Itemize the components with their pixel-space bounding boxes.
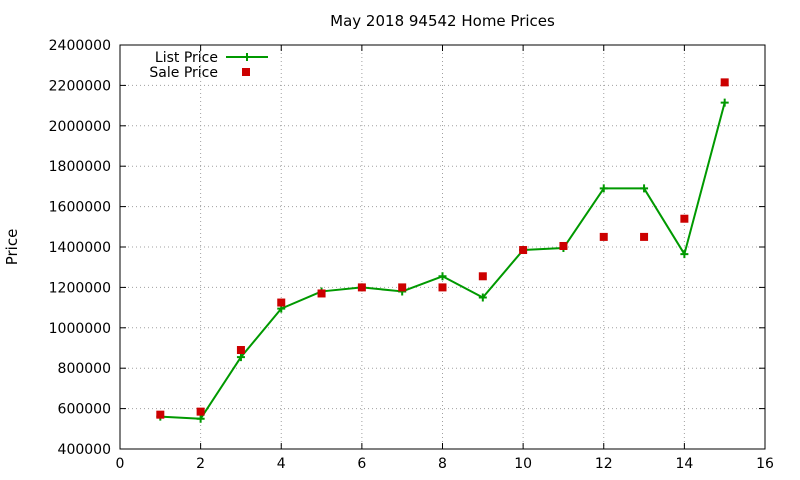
- x-tick-label: 2: [196, 456, 205, 472]
- list-price-point: [236, 353, 245, 362]
- sale-price-point: [357, 283, 366, 292]
- y-tick-label: 1000000: [49, 321, 111, 337]
- x-tick-label: 12: [595, 456, 613, 472]
- x-tick-label: 10: [514, 456, 532, 472]
- sale-price-point: [519, 246, 528, 255]
- sale-price-point: [156, 410, 165, 419]
- x-tick-label: 6: [357, 456, 366, 472]
- y-tick-label: 1400000: [49, 240, 111, 256]
- grid-lines: [120, 45, 765, 449]
- legend-label: List Price: [155, 50, 218, 66]
- sale-price-point: [236, 346, 245, 355]
- sale-price-point: [680, 214, 689, 223]
- x-tick-label: 4: [277, 456, 286, 472]
- y-tick-label: 2000000: [49, 119, 111, 135]
- list-price-point: [478, 293, 487, 302]
- y-tick-label: 2400000: [49, 38, 111, 54]
- x-tick-label: 16: [756, 456, 774, 472]
- y-tick-label: 1800000: [49, 159, 111, 175]
- sale-price-point: [277, 298, 286, 307]
- sale-price-point: [640, 232, 649, 241]
- sale-price-point: [196, 407, 205, 416]
- list-price-point: [196, 414, 205, 423]
- y-tick-label: 400000: [58, 442, 111, 458]
- chart-title: May 2018 94542 Home Prices: [330, 12, 555, 30]
- y-tick-label: 1200000: [49, 280, 111, 296]
- sale-price-point: [559, 241, 568, 250]
- sale-price-point: [478, 272, 487, 281]
- y-tick-label: 600000: [58, 402, 111, 418]
- list-price-point: [640, 184, 649, 193]
- legend-label: Sale Price: [149, 65, 218, 81]
- axis-ticks: 0 2 4 6 8 10 12 14 16 400000 600000 800000 1000000 12…: [49, 38, 774, 472]
- y-axis-label: Price: [3, 229, 21, 266]
- x-tick-label: 14: [675, 456, 693, 472]
- y-tick-label: 2200000: [49, 78, 111, 94]
- sale-price-point: [720, 78, 729, 87]
- list-price-point: [599, 184, 608, 193]
- list-price-point: [438, 272, 447, 281]
- legend-list-price-marker: [243, 53, 251, 61]
- x-tick-label: 8: [438, 456, 447, 472]
- sale-price-point: [599, 232, 608, 241]
- legend-sale-price-marker: [242, 68, 250, 76]
- list-price-point: [680, 250, 689, 259]
- sale-price-point: [317, 289, 326, 298]
- y-tick-label: 800000: [58, 361, 111, 377]
- x-tick-label: 0: [116, 456, 125, 472]
- series-layer: [156, 78, 729, 423]
- sale-price-point: [398, 283, 407, 292]
- list-price-point: [720, 98, 729, 107]
- y-tick-label: 1600000: [49, 200, 111, 216]
- sale-price-point: [438, 283, 447, 292]
